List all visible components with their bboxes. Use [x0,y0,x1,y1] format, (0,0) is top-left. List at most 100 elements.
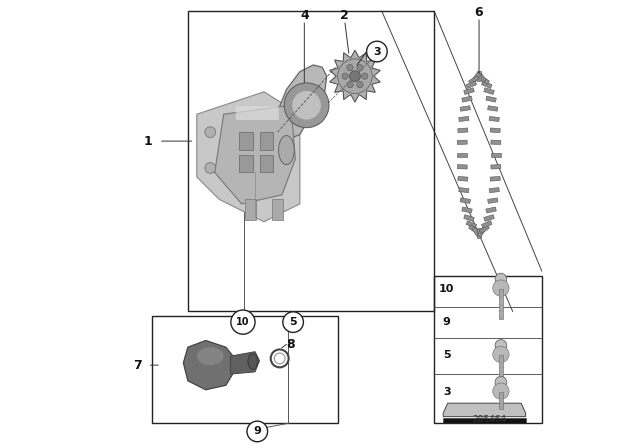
Polygon shape [489,116,499,121]
Bar [443,418,525,423]
Polygon shape [491,140,501,144]
Polygon shape [230,352,260,374]
Ellipse shape [197,347,224,365]
Circle shape [495,376,507,388]
Circle shape [493,346,509,362]
Polygon shape [460,198,470,203]
Circle shape [347,82,353,88]
Polygon shape [477,227,486,237]
Polygon shape [472,72,481,82]
Circle shape [356,82,363,88]
Text: 3: 3 [373,47,381,56]
Text: 9: 9 [443,317,451,327]
Polygon shape [484,88,494,95]
Bar [152,316,338,423]
Circle shape [349,71,360,82]
Polygon shape [457,140,467,144]
Polygon shape [491,165,501,169]
Circle shape [231,310,255,334]
Text: 9: 9 [253,426,261,436]
Bar [239,132,253,150]
Polygon shape [472,227,481,237]
Polygon shape [486,96,497,102]
Polygon shape [458,128,468,133]
Circle shape [362,73,368,79]
Polygon shape [466,81,477,89]
Polygon shape [486,207,497,213]
Polygon shape [197,92,300,222]
Polygon shape [457,152,467,156]
Bar [499,289,503,319]
Polygon shape [491,152,501,156]
Text: 10: 10 [236,317,250,327]
Polygon shape [484,215,494,221]
Circle shape [338,59,372,94]
FancyBboxPatch shape [271,142,285,163]
Circle shape [367,41,387,62]
Circle shape [284,83,329,128]
Polygon shape [481,81,492,89]
Polygon shape [479,225,490,233]
Polygon shape [215,105,296,204]
Bar [245,199,256,220]
Polygon shape [479,76,490,84]
Text: 4: 4 [300,9,308,22]
Bar [499,392,503,409]
Circle shape [292,91,321,120]
Text: 1: 1 [143,134,152,148]
Polygon shape [466,220,477,228]
Text: 2: 2 [340,9,349,22]
Polygon shape [489,188,499,193]
Bar [188,11,435,311]
Circle shape [283,312,303,332]
Polygon shape [459,188,469,193]
Polygon shape [461,96,472,102]
Bar [272,199,283,220]
Text: 5: 5 [443,350,451,360]
Polygon shape [184,340,235,390]
Polygon shape [477,228,481,238]
Bar [435,276,541,423]
Text: 5: 5 [289,317,297,327]
Polygon shape [488,198,498,203]
Polygon shape [464,215,474,221]
Polygon shape [464,88,474,95]
FancyBboxPatch shape [236,106,279,120]
Circle shape [205,127,216,138]
Polygon shape [457,165,467,169]
Text: 6: 6 [475,6,483,19]
Polygon shape [468,76,479,84]
Bar [239,155,253,172]
Polygon shape [477,72,486,82]
Ellipse shape [278,135,294,165]
Text: 285464: 285464 [472,415,506,424]
Circle shape [356,65,363,71]
Circle shape [205,163,216,173]
Circle shape [247,421,268,442]
Circle shape [342,73,348,79]
Circle shape [493,280,509,296]
Text: 8: 8 [287,338,295,352]
Polygon shape [443,403,525,417]
Polygon shape [468,225,479,233]
Polygon shape [458,177,468,181]
Polygon shape [488,106,498,111]
Polygon shape [481,220,492,228]
Text: 3: 3 [443,387,451,397]
Polygon shape [459,116,469,121]
Polygon shape [461,207,472,213]
Bar [260,132,273,150]
Polygon shape [477,71,481,81]
Circle shape [495,273,507,285]
Polygon shape [273,65,327,143]
Polygon shape [490,177,500,181]
Text: 10: 10 [439,284,454,294]
Polygon shape [330,50,380,102]
Circle shape [347,65,353,71]
Circle shape [495,340,507,351]
Polygon shape [490,128,500,133]
Ellipse shape [248,354,258,369]
Bar [260,155,273,172]
Bar [499,355,503,379]
Polygon shape [460,106,470,111]
